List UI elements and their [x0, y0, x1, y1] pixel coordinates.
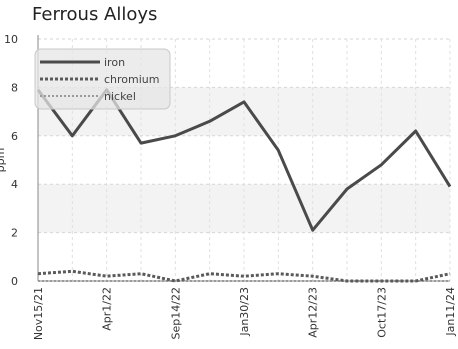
legend-label: chromium — [104, 73, 160, 86]
y-tick-label: 6 — [11, 130, 18, 143]
legend-label: nickel — [104, 90, 136, 103]
y-tick-label: 8 — [11, 81, 18, 94]
legend-box — [34, 48, 171, 110]
y-tick-label: 10 — [4, 33, 18, 46]
legend: iron chromium nickel — [34, 48, 171, 110]
x-tick-label: Sep14/22 — [169, 287, 182, 339]
y-tick-label: 4 — [11, 178, 18, 191]
x-tick-label: Oct17/23 — [375, 287, 388, 338]
x-tick-label: Apr12/23 — [307, 287, 320, 338]
y-axis-label: ppm — [0, 148, 7, 173]
y-tick-label: 0 — [11, 275, 18, 288]
x-tick-label: Apr1/22 — [101, 287, 114, 331]
x-tick-label: Nov15/21 — [32, 287, 45, 340]
chart-title: Ferrous Alloys — [32, 4, 158, 25]
x-tick-label: Jan11/24 — [444, 287, 457, 337]
legend-label: iron — [104, 56, 125, 69]
x-tick-label: Jan30/23 — [238, 287, 251, 337]
series-line-chromium — [37, 269, 451, 283]
y-tick-label: 2 — [11, 227, 18, 240]
